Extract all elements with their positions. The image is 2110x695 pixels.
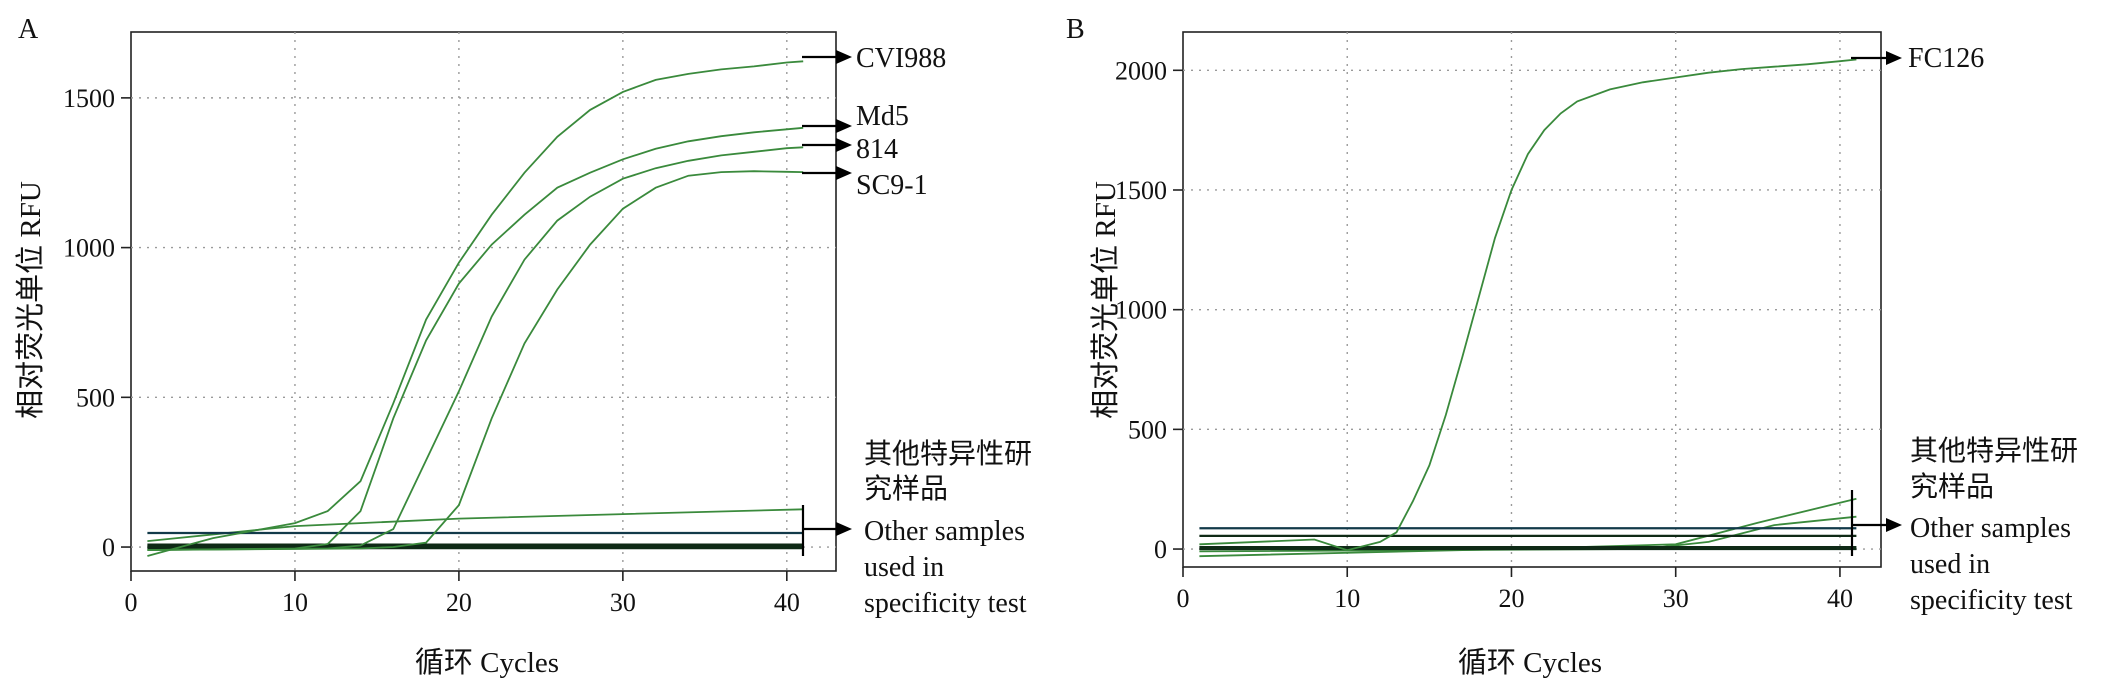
- x-tick-label: 0: [125, 588, 138, 617]
- panel-a-ticks: 0 10 20 30 40 0 500 1000 1500: [63, 84, 800, 617]
- annotation-md5: Md5: [802, 101, 909, 133]
- other-sample-trace: [1199, 497, 1857, 558]
- panel-b: B 0 10 20 30 40 0 500 1000 1500 2000 循环 Cycles 相对…: [1066, 14, 2078, 679]
- label-fc126: FC126: [1908, 43, 1984, 74]
- series-line-sc9-1: [147, 170, 804, 551]
- y-tick-label: 1000: [63, 234, 115, 263]
- other-samples-label-en-1: Other samples: [864, 516, 1025, 547]
- arrow-head: [1886, 518, 1902, 532]
- x-tick-label: 40: [1827, 584, 1853, 613]
- panel-b-grid: [1183, 32, 1881, 567]
- y-tick-label: 1500: [63, 84, 115, 113]
- panel-a-x-axis-label: 循环 Cycles: [415, 646, 559, 679]
- annotation-fc126: FC126: [1851, 43, 1984, 74]
- y-tick-label: 2000: [1115, 56, 1167, 85]
- y-tick-label: 1500: [1115, 176, 1167, 205]
- other-samples-label-cn-1: 其他特异性研: [864, 438, 1032, 470]
- other-sample-trace: [147, 508, 804, 542]
- x-tick-label: 30: [1663, 584, 1689, 613]
- label-md5: Md5: [856, 101, 909, 132]
- arrow-head: [836, 166, 852, 180]
- series-line-fc126: [1199, 58, 1857, 552]
- label-sc9-1: SC9-1: [856, 170, 928, 201]
- panel-b-x-axis-label: 循环 Cycles: [1458, 646, 1602, 679]
- other-samples-label-en-1: Other samples: [1910, 513, 2071, 544]
- series-line-cvi988: [147, 60, 804, 557]
- annotation-other-samples: 其他特异性研 究样品 Other samples used in specifi…: [801, 438, 1032, 619]
- panel-b-y-axis-label: 相对荧光单位 RFU: [1089, 181, 1122, 419]
- annotation-sc9-1: SC9-1: [802, 166, 928, 201]
- y-tick-label: 500: [1128, 415, 1167, 444]
- panel-a-grid: [131, 32, 836, 571]
- x-tick-label: 40: [774, 588, 800, 617]
- arrow-head: [836, 119, 852, 133]
- annotation-814: 814: [802, 134, 898, 165]
- panel-a: A 0 10 20 30 40 0 500 1000 1500 循环 Cycles 相对荧光单位…: [14, 14, 1032, 679]
- other-samples-label-cn-1: 其他特异性研: [1910, 435, 2078, 467]
- other-samples-label-en-3: specificity test: [864, 588, 1027, 619]
- other-samples-label-cn-2: 究样品: [1910, 471, 1994, 503]
- panel-b-other-samples: [1199, 497, 1857, 558]
- label-814: 814: [856, 134, 898, 165]
- series-line-814: [147, 146, 804, 551]
- other-samples-label-en-3: specificity test: [1910, 585, 2073, 616]
- arrow-head: [836, 522, 852, 536]
- panel-a-plot-frame: [130, 31, 837, 572]
- other-samples-label-cn-2: 究样品: [864, 473, 948, 505]
- panel-b-letter: B: [1066, 14, 1085, 45]
- x-tick-label: 20: [1498, 584, 1524, 613]
- other-samples-label-en-2: used in: [864, 552, 944, 583]
- panel-a-series: [147, 60, 804, 557]
- label-cvi988: CVI988: [856, 43, 946, 74]
- x-tick-label: 30: [610, 588, 636, 617]
- panel-b-plot-frame: [1182, 31, 1882, 568]
- arrow-head: [1886, 51, 1902, 65]
- annotation-other-samples: 其他特异性研 究样品 Other samples used in specifi…: [1850, 435, 2078, 616]
- panel-b-ticks: 0 10 20 30 40 0 500 1000 1500 2000: [1115, 56, 1853, 613]
- x-tick-label: 20: [446, 588, 472, 617]
- series-line-md5: [147, 126, 804, 551]
- panel-b-annotations: FC126 其他特异性研 究样品 Other samples used in s…: [1850, 43, 2078, 616]
- panel-a-other-samples: [147, 508, 804, 550]
- y-tick-label: 0: [1154, 535, 1167, 564]
- y-tick-label: 0: [102, 533, 115, 562]
- annotation-cvi988: CVI988: [802, 43, 946, 74]
- x-tick-label: 0: [1177, 584, 1190, 613]
- panel-b-series: [1199, 58, 1857, 552]
- other-samples-label-en-2: used in: [1910, 549, 1990, 580]
- panel-a-y-axis-label: 相对荧光单位 RFU: [14, 181, 47, 419]
- x-tick-label: 10: [282, 588, 308, 617]
- panel-a-letter: A: [18, 14, 39, 45]
- arrow-head: [836, 50, 852, 64]
- y-tick-label: 1000: [1115, 296, 1167, 325]
- arrow-head: [836, 138, 852, 152]
- y-tick-label: 500: [76, 383, 115, 412]
- panel-a-annotations: CVI988 Md5 814 SC9-1 其他特异性研: [801, 43, 1032, 619]
- x-tick-label: 10: [1334, 584, 1360, 613]
